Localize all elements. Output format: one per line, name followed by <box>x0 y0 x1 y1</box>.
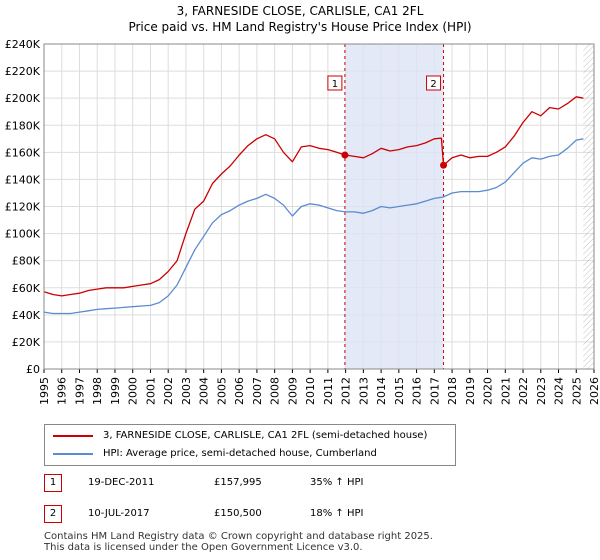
x-tick-label: 2008 <box>269 377 282 405</box>
sale-label-number: 1 <box>332 79 338 90</box>
x-tick-label: 2025 <box>570 377 583 405</box>
y-tick-label: £60K <box>12 282 41 295</box>
x-tick-label: 2003 <box>180 377 193 405</box>
sale-number-badge: 1 <box>44 474 62 492</box>
legend-swatch-hpi <box>53 453 93 455</box>
future-hatch-region <box>583 44 594 369</box>
x-tick-label: 2016 <box>411 377 424 405</box>
x-tick-label: 2001 <box>144 377 157 405</box>
y-tick-label: £120K <box>5 201 41 214</box>
plot-frame <box>43 43 595 370</box>
sale-date: 10-JUL-2017 <box>88 508 150 519</box>
sale-label-box <box>426 75 442 91</box>
x-tick-label: 2009 <box>286 377 299 405</box>
legend-label-property: 3, FARNESIDE CLOSE, CARLISLE, CA1 2FL (s… <box>103 430 428 441</box>
series-line <box>43 96 584 297</box>
x-tick-label: 2006 <box>233 377 246 405</box>
x-tick-label: 1999 <box>109 377 122 405</box>
attribution-footer: Contains HM Land Registry data © Crown c… <box>44 531 433 553</box>
chart-subtitle: Price paid vs. HM Land Registry's House … <box>128 20 472 34</box>
x-tick-label: 2002 <box>162 377 175 405</box>
y-tick-label: £100K <box>5 228 41 241</box>
attribution-line-2: This data is licensed under the Open Gov… <box>44 542 363 553</box>
x-tick-label: 2019 <box>464 377 477 405</box>
attribution-line-1: Contains HM Land Registry data © Crown c… <box>44 531 433 542</box>
chart-legend: 3, FARNESIDE CLOSE, CARLISLE, CA1 2FL (s… <box>44 424 456 466</box>
x-tick-label: 2018 <box>446 377 459 405</box>
x-tick-label: 2014 <box>375 377 388 405</box>
x-tick-label: 2004 <box>198 377 211 405</box>
ownership-period-shade <box>344 44 444 369</box>
x-tick-label: 2020 <box>482 377 495 405</box>
x-tick-label: 2005 <box>215 377 228 405</box>
x-tick-label: 2024 <box>553 377 566 405</box>
x-tick-label: 2000 <box>127 377 140 405</box>
y-tick-label: £80K <box>12 255 41 268</box>
sale-price: £150,500 <box>214 508 262 519</box>
x-tick-label: 1995 <box>38 377 51 405</box>
y-tick-label: £180K <box>5 119 41 132</box>
y-tick-label: £20K <box>12 336 41 349</box>
chart-title: 3, FARNESIDE CLOSE, CARLISLE, CA1 2FL <box>176 4 424 18</box>
x-tick-label: 2012 <box>340 377 353 405</box>
sale-number-badge: 2 <box>44 505 62 523</box>
x-tick-label: 2017 <box>428 377 441 405</box>
x-tick-label: 2026 <box>588 377 600 405</box>
x-tick-label: 2011 <box>322 377 335 405</box>
sale-label-number: 2 <box>430 79 436 90</box>
y-tick-label: £160K <box>5 146 41 159</box>
sale-label-box <box>327 75 343 91</box>
series-line <box>43 138 584 315</box>
legend-label-hpi: HPI: Average price, semi-detached house,… <box>103 448 377 459</box>
y-tick-label: £0 <box>26 363 40 376</box>
sale-point <box>341 151 349 159</box>
sale-date: 19-DEC-2011 <box>88 477 155 488</box>
legend-swatch-property <box>53 435 93 437</box>
sale-price: £157,995 <box>214 477 262 488</box>
x-tick-label: 1997 <box>73 377 86 405</box>
y-tick-label: £40K <box>12 309 41 322</box>
x-tick-label: 2023 <box>535 377 548 405</box>
y-tick-label: £140K <box>5 173 41 186</box>
x-tick-label: 2007 <box>251 377 264 405</box>
y-tick-label: £240K <box>5 38 41 51</box>
x-tick-label: 2022 <box>517 377 530 405</box>
y-tick-label: £220K <box>5 65 41 78</box>
sale-point <box>440 161 448 169</box>
x-tick-label: 1996 <box>56 377 69 405</box>
price-chart: £0 £20K £40K £60K £80K £100K £120K £140K £160K £1… <box>5 38 600 405</box>
x-tick-label: 2013 <box>357 377 370 405</box>
y-tick-label: £200K <box>5 92 41 105</box>
x-tick-label: 2015 <box>393 377 406 405</box>
x-tick-label: 1998 <box>91 377 104 405</box>
x-tick-label: 2010 <box>304 377 317 405</box>
x-tick-label: 2021 <box>499 377 512 405</box>
sale-hpi-change: 35% ↑ HPI <box>310 477 364 488</box>
sale-hpi-change: 18% ↑ HPI <box>310 508 364 519</box>
